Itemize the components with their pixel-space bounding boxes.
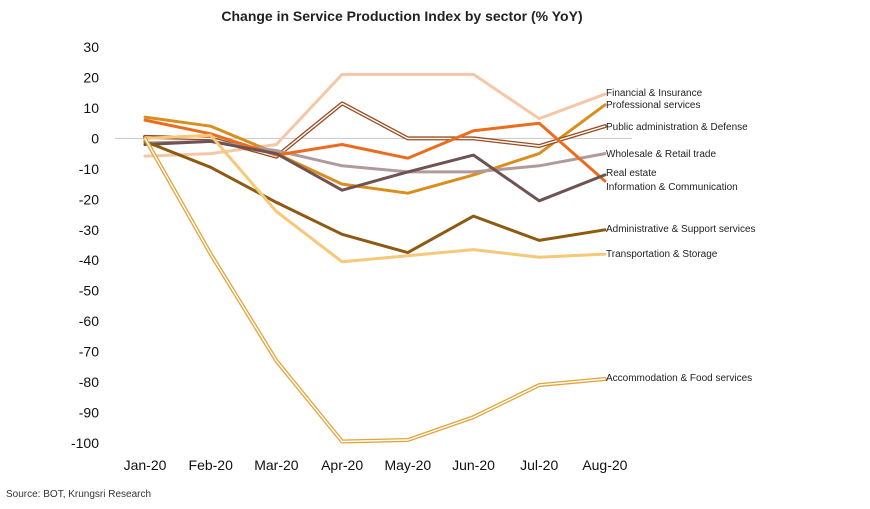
legend-entry: Administrative & Support services — [606, 224, 756, 235]
y-tick-label: -50 — [79, 283, 99, 299]
series-line-path — [143, 118, 607, 183]
legend-entry: Professional services — [606, 100, 700, 111]
y-tick-label: -30 — [79, 222, 99, 238]
y-tick-label: -100 — [71, 435, 99, 451]
y-tick-label: 20 — [83, 69, 99, 85]
series-line-path — [143, 139, 607, 255]
series-line — [143, 139, 607, 203]
legend-entry: Transportation & Storage — [606, 249, 718, 260]
series-layer — [143, 72, 607, 444]
y-tick-label: 30 — [83, 39, 99, 55]
x-tick-label: Mar-20 — [254, 457, 299, 473]
series-line — [143, 72, 607, 158]
series-line-path — [143, 139, 607, 203]
y-tick-label: -70 — [79, 344, 99, 360]
series-line-inner — [144, 137, 606, 443]
x-tick-label: Aug-20 — [582, 457, 627, 473]
y-tick-label: -60 — [79, 313, 99, 329]
legend-entry: Public administration & Defense — [606, 122, 748, 133]
series-line — [143, 118, 607, 183]
x-tick-label: Apr-20 — [321, 457, 363, 473]
y-axis: 30 20 10 0 -10 -20 -30 -40 -50 -60 -70 -80 -90 -100 — [71, 39, 99, 451]
y-tick-label: -90 — [79, 405, 99, 421]
series-line-path — [143, 72, 607, 158]
legend-entry: Real estate — [606, 168, 657, 179]
series-line — [143, 136, 607, 444]
series-line — [143, 101, 607, 159]
series-line-outer — [143, 136, 607, 444]
series-line-path — [143, 103, 607, 195]
x-tick-label: Jun-20 — [452, 457, 495, 473]
series-line — [143, 103, 607, 195]
series-line-inner — [144, 102, 606, 158]
series-line-path — [143, 133, 607, 264]
legend-entry: Financial & Insurance — [606, 88, 703, 99]
series-line — [143, 133, 607, 264]
legend-entry: Wholesale & Retail trade — [606, 149, 716, 160]
y-tick-label: 10 — [83, 100, 99, 116]
y-tick-label: -80 — [79, 374, 99, 390]
series-line-outer — [143, 101, 607, 159]
y-tick-label: -10 — [79, 161, 99, 177]
source-note: Source: BOT, Krungsri Research — [6, 489, 152, 500]
legend-entry: Accommodation & Food services — [606, 373, 752, 384]
y-tick-label: -20 — [79, 191, 99, 207]
x-axis: Jan-20 Feb-20 Mar-20 Apr-20 May-20 Jun-20 Jul-… — [124, 457, 628, 473]
x-tick-label: Feb-20 — [189, 457, 234, 473]
x-tick-label: Jul-20 — [520, 457, 558, 473]
series-line — [143, 139, 607, 255]
chart-title: Change in Service Production Index by se… — [221, 8, 582, 24]
x-tick-label: May-20 — [384, 457, 431, 473]
legend-entry: Information & Communication — [606, 182, 738, 193]
y-tick-label: 0 — [91, 130, 99, 146]
x-tick-label: Jan-20 — [124, 457, 167, 473]
y-tick-label: -40 — [79, 252, 99, 268]
